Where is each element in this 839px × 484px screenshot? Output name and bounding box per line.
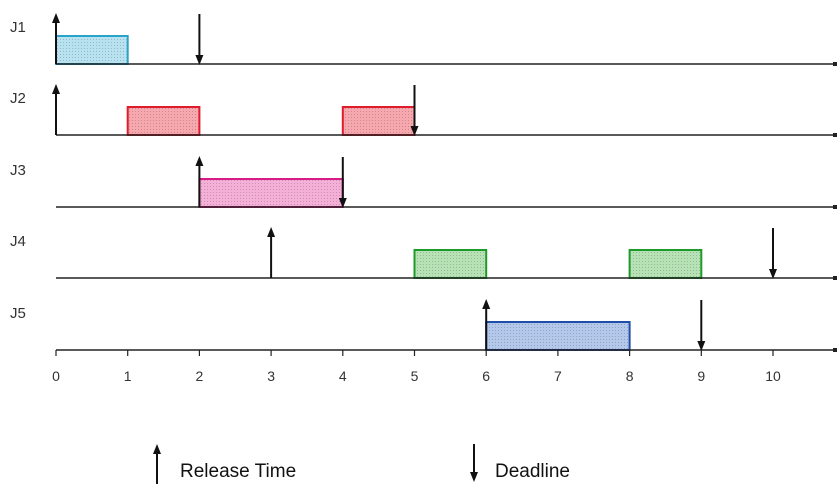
axis-tick-label: 2 xyxy=(196,368,204,384)
job-row-j5: J5 xyxy=(10,299,837,352)
release-arrow-head xyxy=(482,299,491,309)
axis-tick-label: 3 xyxy=(267,368,275,384)
job-label: J5 xyxy=(10,305,26,322)
axis-tick-label: 10 xyxy=(765,368,781,384)
deadline-arrow-head xyxy=(410,126,419,136)
job-row-j2: J2 xyxy=(10,84,837,137)
job-row-j3: J3 xyxy=(10,156,837,209)
axis-tick-label: 6 xyxy=(482,368,490,384)
baseline-end-marker xyxy=(833,348,837,352)
axis-tick-label: 9 xyxy=(697,368,705,384)
execution-block-texture xyxy=(630,251,701,277)
legend-release: Release Time xyxy=(153,444,296,484)
baseline-end-marker xyxy=(833,276,837,280)
baseline-end-marker xyxy=(833,62,837,66)
axis-tick-label: 1 xyxy=(124,368,132,384)
axis-tick-label: 4 xyxy=(339,368,347,384)
job-label: J4 xyxy=(10,233,26,250)
legend-deadline-label: Deadline xyxy=(495,461,570,482)
legend-deadline: Deadline xyxy=(470,444,570,482)
axis-tick-label: 8 xyxy=(626,368,634,384)
down-arrow-icon-head xyxy=(470,472,478,482)
axis-tick-label: 5 xyxy=(411,368,419,384)
release-arrow-head xyxy=(267,227,276,237)
baseline-end-marker xyxy=(833,133,837,137)
job-row-j4: J4 xyxy=(10,227,837,280)
release-arrow-head xyxy=(52,84,60,94)
job-row-j1: J1 xyxy=(10,13,837,66)
execution-block-texture xyxy=(200,180,342,206)
execution-block-texture xyxy=(343,108,414,134)
execution-block-texture xyxy=(128,108,199,134)
deadline-arrow-head xyxy=(697,341,706,351)
deadline-arrow-head xyxy=(338,198,347,208)
job-label: J3 xyxy=(10,162,26,179)
axis-tick-label: 0 xyxy=(52,368,60,384)
axis-tick-label: 7 xyxy=(554,368,562,384)
release-arrow-head xyxy=(195,156,204,166)
job-label: J2 xyxy=(10,90,26,107)
up-arrow-icon-head xyxy=(153,444,161,454)
deadline-arrow-head xyxy=(195,55,204,65)
job-label: J1 xyxy=(10,19,26,36)
legend-release-label: Release Time xyxy=(180,461,296,482)
execution-block-texture xyxy=(57,37,127,63)
execution-block-texture xyxy=(415,251,486,277)
execution-block-texture xyxy=(487,323,629,349)
baseline-end-marker xyxy=(833,205,837,209)
release-arrow-head xyxy=(52,13,60,23)
legend: Release Time Deadline xyxy=(153,444,570,484)
deadline-arrow-head xyxy=(769,269,777,279)
